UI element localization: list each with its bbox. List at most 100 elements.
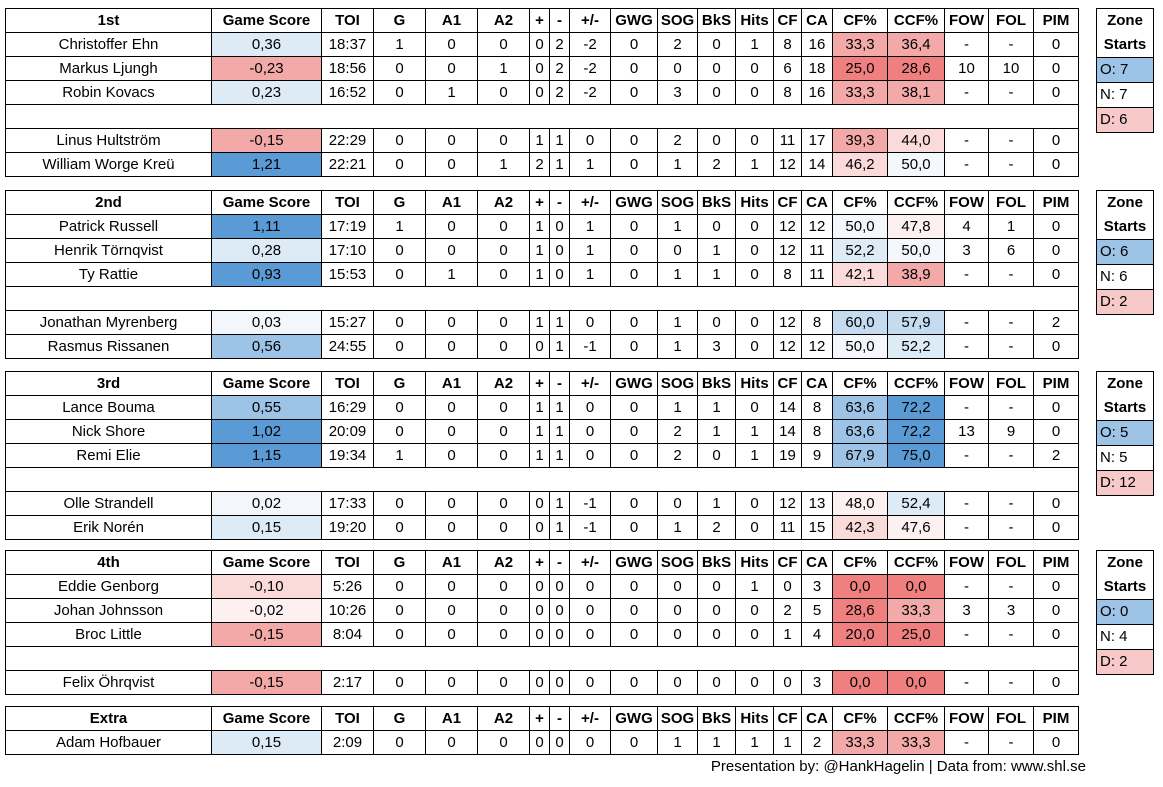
stat-g: 1 (373, 32, 426, 57)
stat-cf: 12 (773, 310, 802, 335)
line-table-2nd: 2nd Game Score TOI G A1 A2 + - +/- GWG SOG BkS Hits C… (5, 190, 1079, 359)
stat-g: 0 (373, 262, 426, 287)
stat-ccfp: 25,0 (887, 622, 945, 647)
stat-fow: 10 (944, 56, 989, 81)
stat-cfp: 67,9 (832, 443, 888, 468)
stat-pim: 0 (1033, 670, 1079, 695)
stat-toi: 17:19 (321, 214, 374, 239)
stat-fow: - (944, 515, 989, 540)
stat-fow: - (944, 670, 989, 695)
stat-fow: - (944, 395, 989, 420)
column-header: CA (801, 371, 833, 396)
stat-toi: 15:53 (321, 262, 374, 287)
column-header: Game Score (211, 550, 322, 575)
line-table-1st: 1st Game Score TOI G A1 A2 + - +/- GWG SOG BkS Hits C… (5, 8, 1079, 177)
stat-fol: - (988, 574, 1034, 599)
player-name: Patrick Russell (5, 214, 212, 239)
column-header: SOG (657, 8, 698, 33)
stat-ca: 4 (801, 622, 833, 647)
column-header: CCF% (887, 190, 945, 215)
player-name: Remi Elie (5, 443, 212, 468)
column-header: CF% (832, 550, 888, 575)
stat-hits: 0 (735, 622, 774, 647)
stat-fol: - (988, 32, 1034, 57)
player-name: Erik Norén (5, 515, 212, 540)
stat-toi: 17:33 (321, 491, 374, 516)
stat-plus: 0 (529, 80, 550, 105)
zone-defensive: D: 12 (1097, 470, 1153, 495)
stat-a1: 0 (425, 598, 478, 623)
stat-pm: 1 (569, 262, 611, 287)
column-header: Hits (735, 706, 774, 731)
column-header: Game Score (211, 371, 322, 396)
column-header: BkS (697, 706, 736, 731)
stat-gwg: 0 (610, 56, 658, 81)
stat-pim: 0 (1033, 395, 1079, 420)
stat-pim: 0 (1033, 238, 1079, 263)
stat-gs: 1,15 (211, 443, 322, 468)
stat-pm: -2 (569, 80, 611, 105)
column-header: +/- (569, 190, 611, 215)
stat-cf: 19 (773, 443, 802, 468)
stat-bks: 0 (697, 128, 736, 153)
stat-pim: 0 (1033, 730, 1079, 755)
zone-title-2: Starts (1103, 36, 1147, 53)
stat-pm: 0 (569, 670, 611, 695)
stat-gwg: 0 (610, 214, 658, 239)
player-name: Markus Ljungh (5, 56, 212, 81)
stat-toi: 24:55 (321, 334, 374, 359)
stat-pm: 1 (569, 214, 611, 239)
player-name: Christoffer Ehn (5, 32, 212, 57)
stat-hits: 0 (735, 238, 774, 263)
stat-pim: 0 (1033, 128, 1079, 153)
stat-a1: 0 (425, 56, 478, 81)
column-header: CF% (832, 190, 888, 215)
player-name: Olle Strandell (5, 491, 212, 516)
player-row: Christoffer Ehn 0,36 18:37 1 0 0 0 2 -2 0 2 0 1 8 16 33… (5, 32, 1079, 57)
stat-sog: 1 (657, 730, 698, 755)
stat-toi: 19:20 (321, 515, 374, 540)
stat-hits: 0 (735, 598, 774, 623)
column-header: +/- (569, 706, 611, 731)
column-header: Hits (735, 550, 774, 575)
stat-gwg: 0 (610, 310, 658, 335)
stat-fol: - (988, 395, 1034, 420)
stat-pm: 0 (569, 128, 611, 153)
zone-starts-box: Zone Starts O: 0 N: 4 D: 2 (1096, 550, 1154, 675)
stat-ccfp: 0,0 (887, 670, 945, 695)
stat-plus: 0 (529, 574, 550, 599)
stat-sog: 0 (657, 622, 698, 647)
stat-bks: 0 (697, 310, 736, 335)
stat-cfp: 60,0 (832, 310, 888, 335)
column-header: A2 (477, 706, 530, 731)
stat-fow: 13 (944, 419, 989, 444)
stat-hits: 1 (735, 730, 774, 755)
column-header: - (549, 190, 570, 215)
stat-toi: 8:04 (321, 622, 374, 647)
stat-hits: 0 (735, 80, 774, 105)
stat-gs: 0,36 (211, 32, 322, 57)
stat-ca: 2 (801, 730, 833, 755)
stat-minus: 0 (549, 238, 570, 263)
stat-fol: - (988, 80, 1034, 105)
stat-a1: 0 (425, 419, 478, 444)
column-header: - (549, 8, 570, 33)
stat-bks: 0 (697, 670, 736, 695)
stat-minus: 0 (549, 598, 570, 623)
header-row: 3rd Game Score TOI G A1 A2 + - +/- GWG SOG BkS Hits C… (5, 371, 1079, 396)
stat-a2: 0 (477, 128, 530, 153)
stat-bks: 1 (697, 491, 736, 516)
column-header: CF% (832, 706, 888, 731)
stat-cf: 11 (773, 128, 802, 153)
stat-cf: 8 (773, 32, 802, 57)
stat-gs: -0,15 (211, 622, 322, 647)
stat-plus: 1 (529, 128, 550, 153)
column-header: SOG (657, 371, 698, 396)
stat-toi: 16:29 (321, 395, 374, 420)
stat-gs: 0,28 (211, 238, 322, 263)
stat-bks: 3 (697, 334, 736, 359)
stat-minus: 1 (549, 334, 570, 359)
stat-minus: 1 (549, 515, 570, 540)
stat-ca: 5 (801, 598, 833, 623)
column-header: SOG (657, 190, 698, 215)
